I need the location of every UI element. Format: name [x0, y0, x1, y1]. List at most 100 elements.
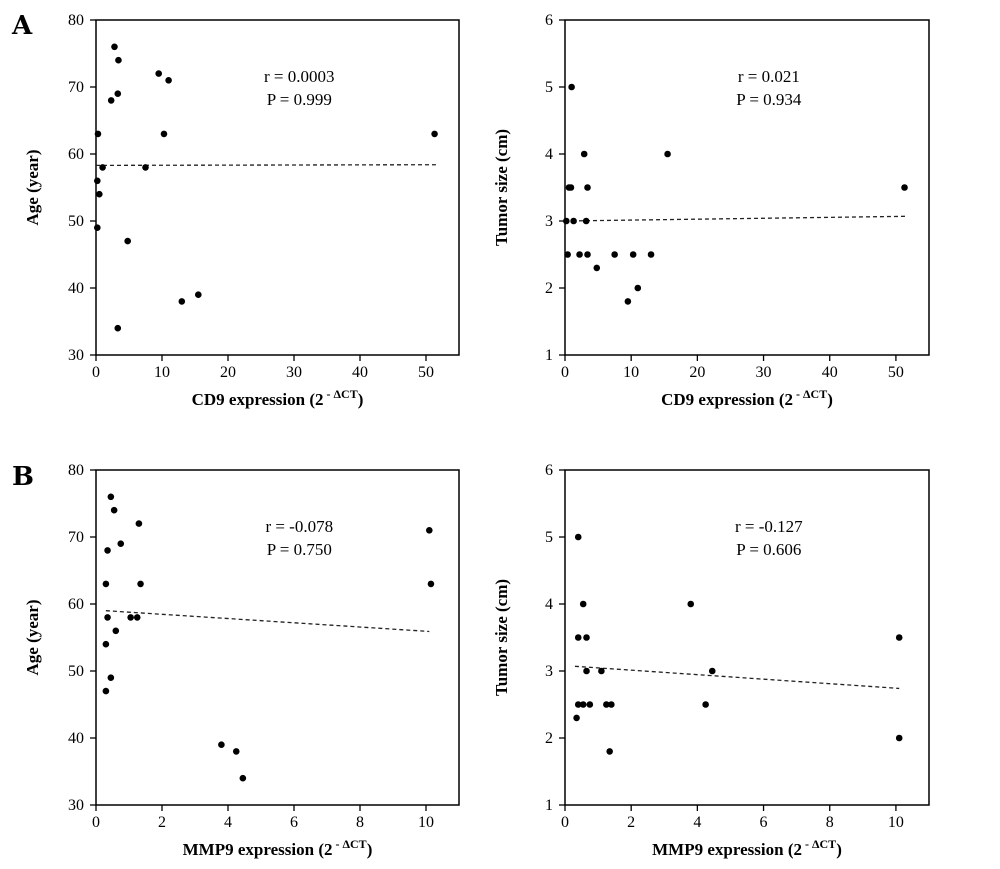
data-point [629, 251, 637, 258]
x-axis-label-text: CD9 expression [192, 390, 306, 409]
x-tick-label: 8 [826, 814, 834, 831]
data-point [574, 701, 582, 708]
data-point [133, 614, 141, 621]
y-tick-label: 80 [68, 12, 84, 29]
panel-label-a: A [11, 11, 33, 41]
x-tick-label: 0 [92, 814, 100, 831]
y-tick-label: 3 [545, 663, 553, 680]
x-tick-label: 6 [290, 814, 298, 831]
data-point [96, 190, 103, 198]
y-tick-label: 2 [545, 730, 553, 747]
y-tick-label: 50 [68, 213, 84, 230]
trend-line [564, 215, 906, 222]
data-point [94, 224, 101, 231]
y-tick-label: 4 [545, 146, 553, 163]
data-point [664, 150, 671, 158]
data-point [608, 701, 615, 708]
data-point [570, 217, 577, 225]
y-axis-label: Tumor size (cm) [492, 579, 511, 696]
y-tick-label: 70 [68, 79, 84, 96]
y-tick-label: 2 [545, 280, 553, 297]
plot-frame [95, 469, 460, 806]
x-axis-label-paren-open: ( [775, 390, 785, 409]
x-tick-label: 0 [561, 364, 569, 381]
x-axis-label-paren-close: ) [827, 390, 833, 409]
data-point [112, 627, 120, 635]
scatter-plot-cd9-age: 0 10 20 30 40 50 30 40 50 60 70 80 CD9 expression (2… [23, 12, 460, 409]
data-point [102, 687, 110, 695]
x-axis-label-text: MMP9 expression [652, 840, 784, 859]
x-tick-label: 40 [352, 364, 368, 381]
x-axis-label-base: 2 [785, 390, 794, 409]
data-point [895, 634, 903, 641]
panel-label-b: B [12, 462, 34, 492]
data-point [574, 634, 582, 641]
data-point [901, 184, 908, 191]
y-tick-label: 80 [68, 462, 84, 479]
data-point [195, 291, 202, 299]
data-point [107, 674, 115, 681]
x-axis-label-superscript: - ΔCT [332, 837, 366, 851]
data-point [582, 217, 590, 225]
data-point [124, 237, 131, 245]
x-tick-label: 40 [822, 364, 838, 381]
x-axis-label-superscript: - ΔCT [793, 387, 827, 401]
y-tick-label: 3 [545, 213, 553, 230]
x-tick-label: 20 [220, 364, 236, 381]
x-axis-label-base: 2 [793, 840, 802, 859]
x-axis-label-base: 2 [324, 840, 333, 859]
data-point [110, 506, 118, 514]
y-tick-label: 1 [545, 347, 553, 364]
data-point [708, 667, 716, 675]
data-point [576, 251, 583, 258]
x-tick-label: 8 [356, 814, 364, 831]
data-point [584, 184, 591, 191]
x-tick-label: 0 [561, 814, 569, 831]
data-point [593, 264, 601, 272]
data-point [178, 298, 186, 305]
data-point [155, 70, 162, 77]
x-tick-label: 10 [623, 364, 639, 381]
x-axis-label: MMP9 expression (2 - ΔCT) [652, 837, 842, 859]
trend-line [95, 164, 436, 167]
x-tick-label: 4 [693, 814, 701, 831]
data-point [583, 667, 590, 675]
x-tick-label: 6 [760, 814, 768, 831]
trend-line [105, 610, 430, 633]
data-point [584, 251, 591, 258]
data-point [895, 734, 903, 742]
data-point [102, 580, 110, 588]
x-axis-label-superscript: - ΔCT [802, 837, 836, 851]
x-axis-label-paren-open: ( [305, 390, 315, 409]
correlation-annotation: r = -0.078 [265, 517, 333, 536]
data-point [573, 714, 580, 722]
data-point [580, 150, 588, 158]
x-axis-label-superscript: - ΔCT [324, 387, 358, 401]
y-tick-label: 4 [545, 596, 553, 613]
data-point [426, 527, 433, 534]
data-point [567, 184, 575, 191]
x-tick-label: 10 [888, 814, 904, 831]
data-point [104, 614, 111, 621]
scatter-plot-cd9-tumor-size: 0 10 20 30 40 50 1 2 3 4 5 6 CD9 expression (2 - ΔCT… [492, 12, 930, 409]
correlation-annotation: r = 0.0003 [264, 67, 335, 86]
x-axis-label-text: CD9 expression [661, 390, 775, 409]
data-point [634, 284, 642, 292]
data-point [104, 547, 111, 554]
x-axis-label-paren-close: ) [358, 390, 364, 409]
data-point [624, 298, 632, 305]
x-tick-label: 50 [418, 364, 434, 381]
y-axis-label: Tumor size (cm) [492, 129, 511, 246]
data-point [99, 164, 106, 171]
data-point [160, 130, 168, 138]
y-axis-label: Age (year) [23, 150, 42, 226]
x-axis-label-text: MMP9 expression [183, 840, 315, 859]
data-point [142, 164, 149, 171]
data-point [107, 97, 115, 104]
scatter-plot-mmp9-age: 0 2 4 6 8 10 30 40 50 60 70 80 MMP9 expression (2 - … [23, 462, 460, 859]
plot-frame [564, 19, 930, 356]
y-tick-label: 6 [545, 462, 553, 479]
data-point [431, 130, 438, 138]
correlation-annotation: P = 0.999 [267, 90, 332, 109]
